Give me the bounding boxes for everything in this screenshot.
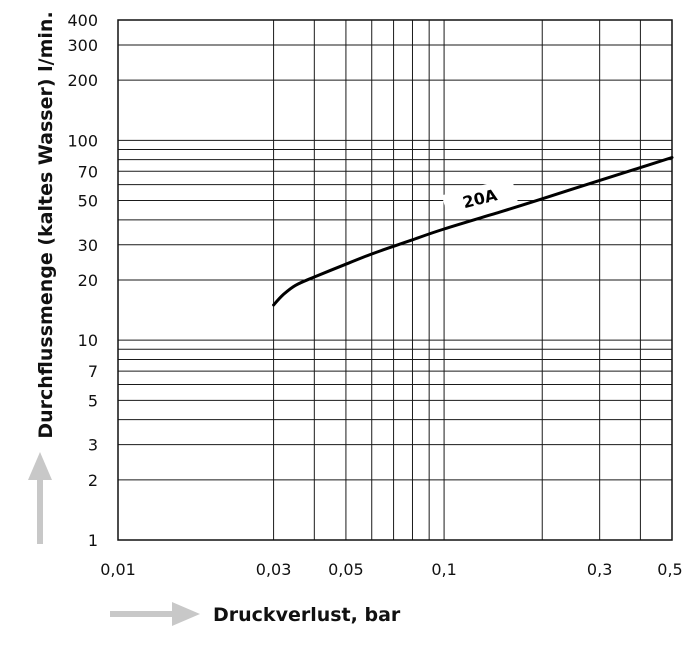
y-tick-label: 300: [67, 36, 98, 55]
series-label-background: [441, 177, 518, 219]
up-arrow-icon: [28, 452, 52, 544]
y-tick-label: 2: [88, 471, 98, 490]
y-tick-label: 5: [88, 391, 98, 410]
y-tick-label: 20: [78, 271, 98, 290]
y-tick-label: 7: [88, 362, 98, 381]
y-axis-title: Durchflussmenge (kaltes Wasser) l/min.: [35, 11, 57, 438]
grid-lines: [118, 20, 672, 540]
y-tick-labels: 1 2 3 5 7 10 20 30 50 70 100 200 300 400: [67, 11, 98, 550]
y-tick-label: 50: [78, 191, 98, 210]
series-line-20A: [272, 156, 674, 307]
x-tick-label: 0,03: [256, 560, 292, 579]
y-tick-label: 10: [78, 331, 98, 350]
y-tick-label: 100: [67, 131, 98, 150]
x-tick-label: 0,1: [431, 560, 456, 579]
x-tick-label: 0,3: [587, 560, 612, 579]
y-tick-label: 3: [88, 436, 98, 455]
x-tick-label: 0,05: [328, 560, 364, 579]
y-tick-label: 70: [78, 162, 98, 181]
x-tick-label: 0,5: [657, 560, 682, 579]
x-tick-labels: 0,01 0,03 0,05 0,1 0,3 0,5: [100, 560, 683, 579]
y-tick-label: 30: [78, 236, 98, 255]
x-tick-label: 0,01: [100, 560, 136, 579]
y-tick-label: 400: [67, 11, 98, 30]
right-arrow-icon: [110, 602, 200, 626]
x-axis-title: Druckverlust, bar: [213, 604, 401, 626]
y-tick-label: 200: [67, 71, 98, 90]
plot-frame: [117, 19, 673, 541]
y-tick-label: 1: [88, 531, 98, 550]
